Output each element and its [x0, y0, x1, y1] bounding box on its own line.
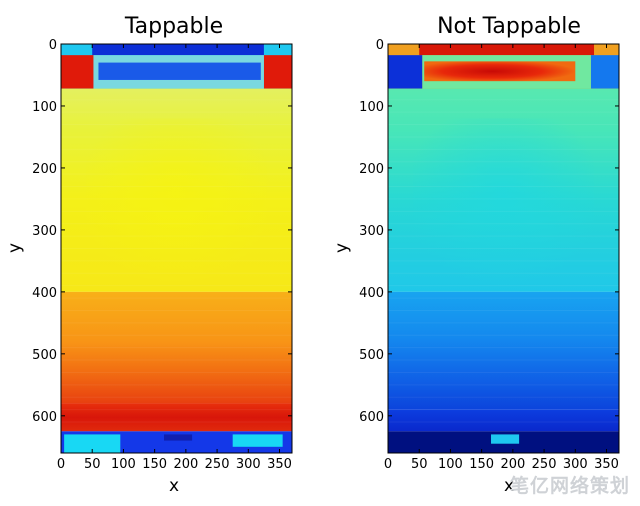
- y-tick-label: 400: [359, 286, 384, 301]
- x-tick-label: 150: [142, 457, 167, 472]
- x-tick-label: 250: [205, 457, 230, 472]
- plot-frame: [387, 43, 620, 454]
- y-tick-label: 100: [32, 100, 57, 115]
- nav-right-region: [232, 434, 283, 447]
- y-tick-label: 300: [359, 224, 384, 239]
- x-tick-label: 300: [236, 457, 261, 472]
- x-tick-label: 250: [532, 457, 557, 472]
- chart-title: Tappable: [124, 14, 223, 39]
- heatmap-panel-2: 0 50 100 150 200 250 300 350 0 100 200 300 400 500 600…: [332, 14, 620, 496]
- x-axis-label: x: [169, 476, 179, 496]
- nav-left-region: [64, 434, 121, 453]
- x-tick-label: 200: [173, 457, 198, 472]
- y-tick-label: 600: [359, 410, 384, 425]
- body-center-glow: [412, 118, 595, 286]
- corner-right-region: [263, 55, 292, 89]
- y-tick-label: 400: [32, 286, 57, 301]
- status-bar-inner: [419, 44, 595, 56]
- body-center-glow: [85, 118, 268, 286]
- y-tick-label: 0: [49, 38, 57, 53]
- y-tick-label: 200: [359, 162, 384, 177]
- x-tick-label: 100: [438, 457, 463, 472]
- x-tick-label: 350: [594, 457, 619, 472]
- x-tick-label: 50: [411, 457, 428, 472]
- corner-left-region: [61, 55, 94, 89]
- header-band-region: [98, 62, 261, 80]
- y-tick-label: 300: [32, 224, 57, 239]
- x-tick-label: 350: [267, 457, 292, 472]
- x-axis-label: x: [504, 476, 514, 496]
- heatmap-panel-1: 0 50 100 150 200 250 300 350 0 100 200 300 400 500 600…: [5, 14, 293, 496]
- body-lower-region: [388, 291, 619, 410]
- corner-right-region: [590, 55, 619, 89]
- corner-left-region: [388, 55, 423, 89]
- watermark: 笔亿网络策划: [509, 475, 630, 497]
- y-tick-label: 200: [32, 162, 57, 177]
- y-tick-label: 500: [32, 348, 57, 363]
- x-tick-label: 300: [563, 457, 588, 472]
- nav-center-region: [164, 434, 193, 441]
- y-tick-label: 100: [359, 100, 384, 115]
- y-axis-label: y: [5, 243, 25, 253]
- plot-frame: [60, 43, 293, 454]
- nav-center-region: [491, 434, 520, 444]
- body-lower-region: [61, 291, 292, 404]
- x-tick-label: 0: [384, 457, 392, 472]
- x-tick-label: 50: [84, 457, 101, 472]
- x-tick-label: 0: [57, 457, 65, 472]
- body-bottom-region: [388, 409, 619, 432]
- status-bar-inner: [92, 44, 264, 56]
- x-tick-label: 100: [111, 457, 136, 472]
- y-axis-label: y: [332, 243, 352, 253]
- y-tick-label: 0: [376, 38, 384, 53]
- body-bottom-region: [61, 403, 292, 432]
- y-tick-label: 600: [32, 410, 57, 425]
- x-tick-label: 150: [469, 457, 494, 472]
- y-tick-label: 500: [359, 348, 384, 363]
- x-tick-label: 200: [500, 457, 525, 472]
- chart-title: Not Tappable: [437, 14, 581, 39]
- header-band-region: [424, 61, 576, 82]
